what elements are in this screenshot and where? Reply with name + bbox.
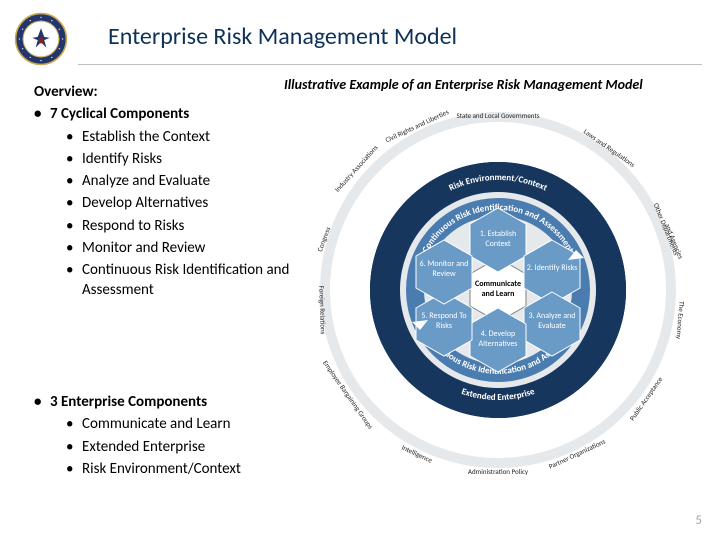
list-item: Communicate and Learn [66,414,314,434]
group1-label: 7 Cyclical Components [50,105,189,123]
svg-text:1. Establish: 1. Establish [480,229,516,239]
svg-text:Alternatives: Alternatives [479,339,518,349]
svg-text:The Economy: The Economy [674,301,686,341]
list-item: Respond to Risks [66,216,294,236]
list-item: Monitor and Review [66,238,294,258]
list-item: Establish the Context [66,127,294,147]
overview-heading: Overview: [34,82,294,102]
list-item: Continuous Risk Identification and Asses… [66,260,294,301]
svg-text:Administration Policy: Administration Policy [468,467,529,476]
presidential-seal-icon [14,12,68,66]
svg-text:State and Local Governments: State and Local Governments [456,111,539,120]
hex-center-label-1: Communicate [475,279,521,289]
cyclical-components-heading: 7 Cyclical Components Establish the Cont… [34,104,294,300]
diagram-caption: Illustrative Example of an Enterprise Ri… [284,76,643,93]
overview-block: Overview: 7 Cyclical Components Establis… [34,82,294,301]
svg-text:2. Identify Risks: 2. Identify Risks [527,263,578,273]
page-title: Enterprise Risk Management Model [108,22,457,51]
list-item: Extended Enterprise [66,437,314,457]
page-number: 5 [695,513,702,528]
hex-center-label-2: and Learn [482,289,515,299]
enterprise-components-heading: 3 Enterprise Components Communicate and … [34,392,314,479]
enterprise-list: Communicate and Learn Extended Enterpris… [50,414,314,479]
erm-diagram: State and Local Governments Laws and Reg… [308,100,688,480]
svg-text:Review: Review [432,269,456,279]
group2-label: 3 Enterprise Components [50,393,207,411]
svg-text:Context: Context [485,239,511,249]
slide: Enterprise Risk Management Model Illustr… [0,0,720,540]
svg-text:Evaluate: Evaluate [538,321,565,331]
list-item: Analyze and Evaluate [66,171,294,191]
svg-text:5. Respond To: 5. Respond To [421,311,466,321]
list-item: Identify Risks [66,149,294,169]
svg-text:4. Develop: 4. Develop [481,329,516,339]
svg-text:Foreign Relations: Foreign Relations [317,285,328,334]
svg-text:3. Analyze and: 3. Analyze and [529,311,576,321]
header: Enterprise Risk Management Model [0,8,720,68]
enterprise-block: 3 Enterprise Components Communicate and … [34,390,314,479]
list-item: Develop Alternatives [66,193,294,213]
list-item: Risk Environment/Context [66,459,314,479]
svg-text:6. Monitor and: 6. Monitor and [420,259,469,269]
title-divider [78,64,702,65]
cyclical-list: Establish the Context Identify Risks Ana… [50,127,294,301]
svg-text:Risks: Risks [436,321,452,331]
